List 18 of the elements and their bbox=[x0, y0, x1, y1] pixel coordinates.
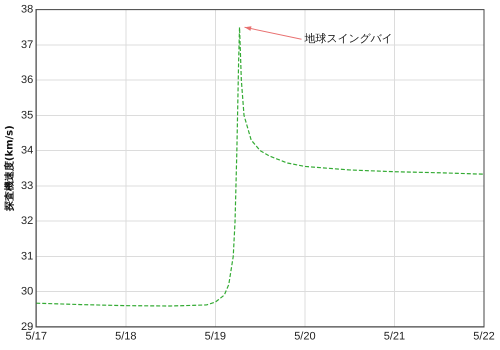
y-tick-label: 36 bbox=[20, 74, 34, 86]
y-tick-label: 30 bbox=[20, 286, 34, 298]
y-tick-label: 29 bbox=[20, 320, 34, 333]
y-tick-label: 33 bbox=[20, 180, 34, 192]
y-tick-label: 32 bbox=[20, 215, 34, 228]
y-axis-title: 探査機速度(km/s) bbox=[4, 125, 16, 212]
x-tick-label: 5/21 bbox=[384, 330, 406, 342]
x-tick-label: 5/17 bbox=[26, 330, 47, 342]
annotation: 地球スイングバイ bbox=[304, 32, 393, 46]
x-tick-label: 5/18 bbox=[115, 330, 136, 342]
y-tick-label: 37 bbox=[20, 38, 34, 51]
x-tick-label: 5/20 bbox=[294, 330, 316, 342]
x-tick-label: 5/19 bbox=[204, 330, 226, 342]
x-tick-label: 5/22 bbox=[473, 330, 495, 342]
y-tick-label: 35 bbox=[20, 109, 34, 122]
y-tick-label: 31 bbox=[20, 250, 34, 262]
y-tick-label: 34 bbox=[20, 144, 34, 157]
y-tick-label: 38 bbox=[20, 4, 34, 16]
